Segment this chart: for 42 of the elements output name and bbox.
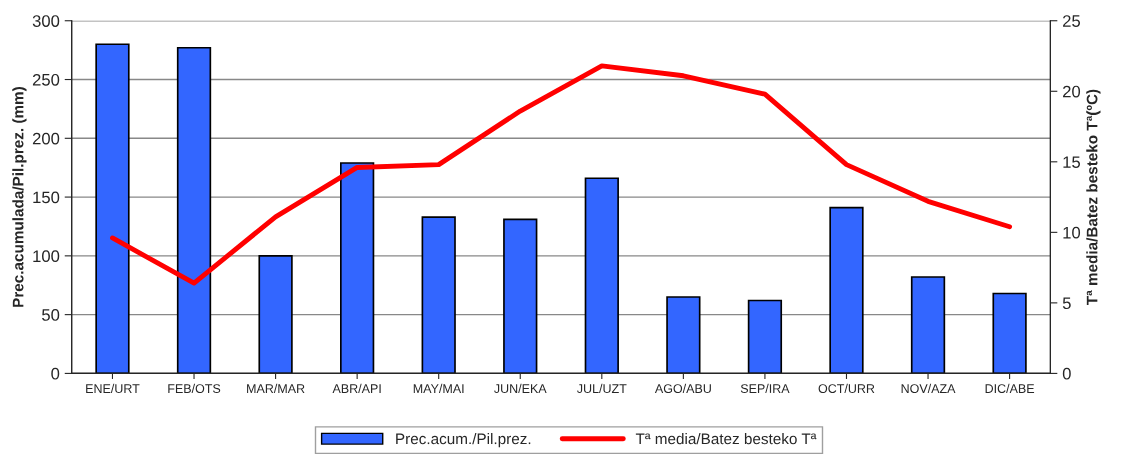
y2-tick-label: 0	[1062, 367, 1071, 380]
x-tick-label: DIC/ABE	[985, 383, 1035, 394]
x-tick-label: AGO/ABU	[654, 383, 711, 394]
y-tick-label: 0	[51, 367, 60, 380]
bar	[258, 255, 293, 374]
x-tick-label: FEB/OTS	[168, 383, 221, 394]
y2-tick-label: 25	[1063, 15, 1081, 27]
x-tick-label: JUN/EKA	[494, 383, 547, 394]
y2-tick-label: 20	[1063, 85, 1081, 98]
bar	[503, 218, 538, 374]
y-tick-label: 200	[32, 132, 60, 145]
legend-label: Prec.acum./Pil.prez.	[396, 433, 531, 448]
bar	[992, 292, 1027, 374]
bar	[95, 43, 130, 374]
y2-tick-label: 10	[1063, 226, 1081, 239]
y-axis-title: Prec.acumulada/Pil.prez. (mm)	[12, 87, 27, 307]
x-tick-label: MAR/MAR	[247, 383, 305, 394]
y2-tick-label: 5	[1062, 297, 1071, 310]
x-tick-label: SEP/IRA	[740, 383, 790, 394]
y-tick-label: 300	[32, 15, 60, 27]
bar	[747, 299, 783, 374]
line-series	[110, 63, 1013, 286]
x-tick-label: ABR/API	[332, 383, 381, 394]
bar	[421, 216, 456, 374]
bar	[666, 296, 701, 374]
bar	[910, 276, 946, 374]
y-tick-label: 150	[33, 191, 60, 204]
y-tick-label: 100	[33, 250, 60, 263]
y2-axis-title: Tª media/Batez besteko Tª(ºC)	[1086, 89, 1101, 306]
x-tick-label: JUL/UZT	[577, 383, 627, 394]
x-tick-label: ENE/URT	[86, 383, 140, 394]
bar	[829, 206, 864, 374]
x-tick-label: MAY/MAI	[413, 383, 464, 394]
y-tick-label: 50	[42, 309, 60, 321]
y2-tick-label: 15	[1063, 156, 1081, 169]
bar	[584, 177, 619, 374]
legend-label: Tª media/Batez besteko Tª	[635, 433, 817, 445]
y-tick-label: 250	[32, 73, 60, 86]
bar	[339, 162, 375, 374]
x-tick-label: NOV/AZA	[901, 383, 956, 394]
x-tick-label: OCT/URR	[818, 383, 875, 394]
bar	[176, 46, 212, 374]
